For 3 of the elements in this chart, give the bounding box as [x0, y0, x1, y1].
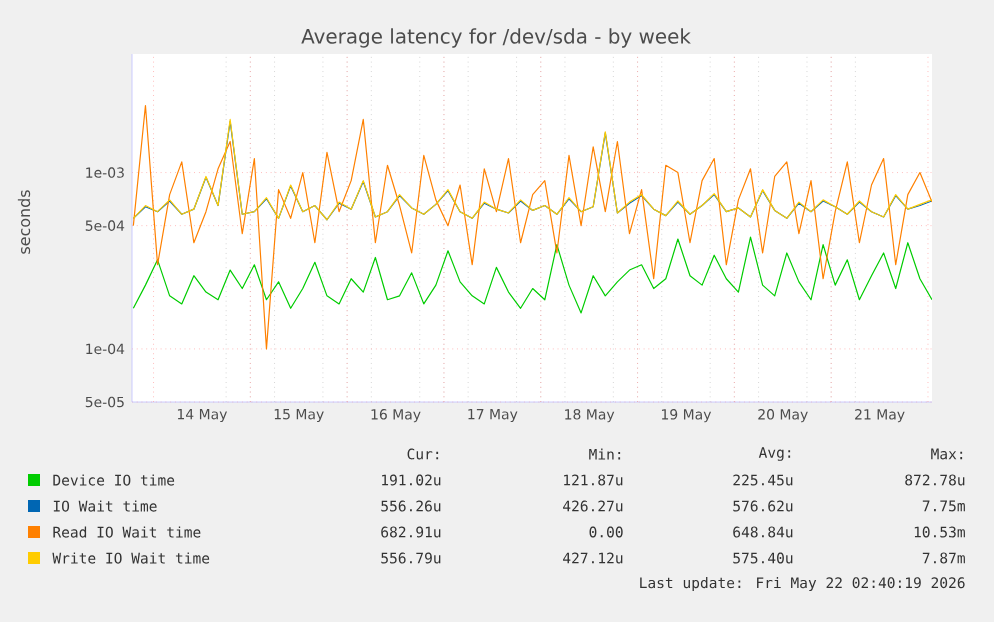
chart-title: Average latency for /dev/sda - by week — [301, 28, 691, 48]
line-series — [132, 104, 933, 350]
line-series — [132, 236, 933, 314]
